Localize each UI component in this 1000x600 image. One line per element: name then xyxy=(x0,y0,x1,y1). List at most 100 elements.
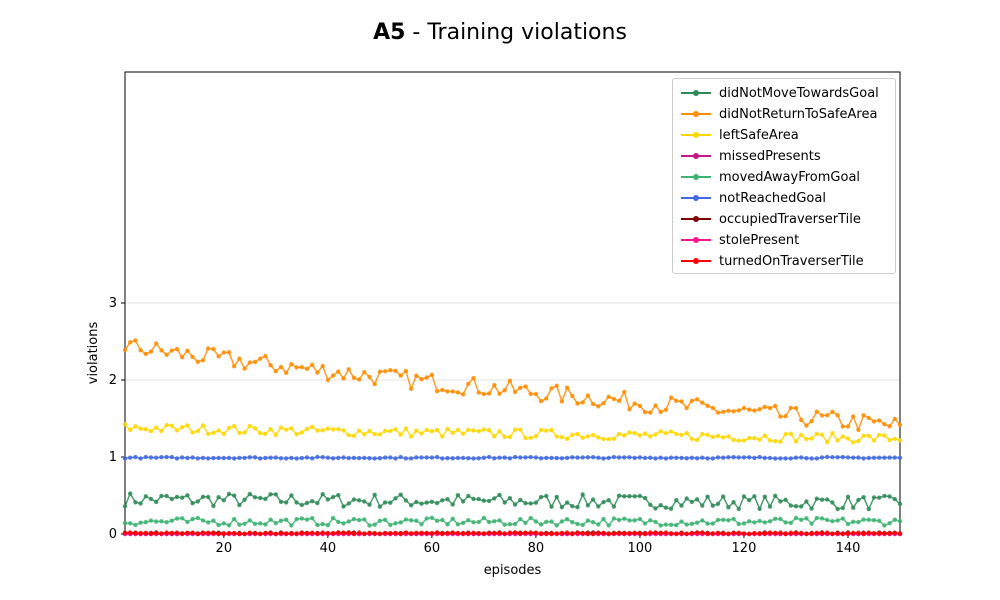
data-point xyxy=(710,456,715,461)
data-point xyxy=(648,410,653,415)
data-point xyxy=(159,428,164,434)
data-point xyxy=(190,516,195,522)
data-point xyxy=(570,432,575,437)
data-point xyxy=(320,521,325,527)
data-point xyxy=(424,516,429,521)
data-point xyxy=(585,393,591,398)
data-point xyxy=(523,384,528,389)
data-point xyxy=(710,434,715,440)
data-point xyxy=(408,503,414,508)
data-point xyxy=(336,455,341,461)
data-point xyxy=(247,360,252,365)
data-point xyxy=(835,455,840,460)
legend-item: didNotMoveTowardsGoal xyxy=(679,83,879,103)
data-point xyxy=(330,373,336,378)
data-point xyxy=(840,454,845,460)
data-point xyxy=(341,521,346,526)
data-point xyxy=(580,455,585,460)
data-point xyxy=(299,516,304,521)
data-point xyxy=(642,531,648,537)
data-point xyxy=(804,436,809,442)
data-point xyxy=(247,423,252,429)
data-point xyxy=(185,423,190,428)
data-point xyxy=(200,455,206,461)
data-point xyxy=(226,523,232,528)
data-point xyxy=(377,531,383,536)
data-point xyxy=(575,505,580,510)
data-point xyxy=(866,506,871,512)
data-point xyxy=(830,431,835,436)
data-point xyxy=(767,455,773,461)
data-point xyxy=(632,494,637,499)
data-point xyxy=(190,354,195,360)
legend-swatch xyxy=(679,151,713,161)
data-point xyxy=(336,519,341,525)
data-point xyxy=(471,428,476,433)
data-point xyxy=(752,455,757,461)
data-point xyxy=(887,494,892,499)
data-point xyxy=(336,492,341,498)
data-point xyxy=(700,400,705,405)
data-point xyxy=(736,438,741,443)
data-point xyxy=(689,398,695,403)
data-point xyxy=(830,500,835,505)
data-point xyxy=(372,456,377,461)
data-point xyxy=(211,346,216,352)
data-point xyxy=(570,504,575,509)
data-point xyxy=(414,428,419,433)
data-point xyxy=(128,530,133,535)
data-point xyxy=(273,432,278,438)
data-point xyxy=(627,430,632,435)
data-point xyxy=(700,455,705,460)
data-point xyxy=(434,389,440,394)
data-point xyxy=(523,501,528,506)
data-point xyxy=(216,522,221,528)
data-point xyxy=(377,456,383,461)
data-point xyxy=(169,454,174,460)
data-point xyxy=(778,516,783,522)
data-point xyxy=(216,428,221,433)
data-point xyxy=(757,437,762,442)
data-point xyxy=(211,530,216,536)
data-point xyxy=(518,385,523,390)
data-point xyxy=(721,409,726,415)
data-point xyxy=(232,493,237,498)
data-point xyxy=(580,435,585,441)
data-point xyxy=(845,455,851,460)
data-point xyxy=(164,454,169,460)
data-point xyxy=(747,435,752,441)
data-point xyxy=(398,454,403,460)
data-point xyxy=(804,423,809,428)
data-point xyxy=(783,531,788,537)
data-point xyxy=(476,429,481,434)
data-point xyxy=(663,530,669,535)
data-point xyxy=(564,517,570,522)
data-point xyxy=(757,454,762,460)
data-point xyxy=(429,455,435,460)
data-point xyxy=(419,530,424,535)
data-point xyxy=(819,413,825,418)
data-point xyxy=(398,531,403,537)
data-point xyxy=(778,530,783,535)
data-point xyxy=(861,456,866,461)
legend-swatch xyxy=(679,214,713,224)
data-point xyxy=(835,518,840,523)
data-point xyxy=(315,454,320,460)
data-point xyxy=(226,491,232,497)
data-point xyxy=(398,373,403,378)
data-point xyxy=(564,436,570,441)
data-point xyxy=(258,521,263,526)
data-point xyxy=(544,396,549,401)
data-point xyxy=(731,455,736,460)
data-point xyxy=(377,432,383,437)
data-point xyxy=(460,531,466,536)
legend-label: didNotMoveTowardsGoal xyxy=(719,85,879,101)
data-point xyxy=(190,530,195,535)
data-point xyxy=(752,530,757,536)
data-point xyxy=(159,455,164,460)
data-point xyxy=(804,456,809,461)
data-point xyxy=(486,391,492,396)
data-point xyxy=(512,530,518,535)
data-point xyxy=(856,427,861,432)
